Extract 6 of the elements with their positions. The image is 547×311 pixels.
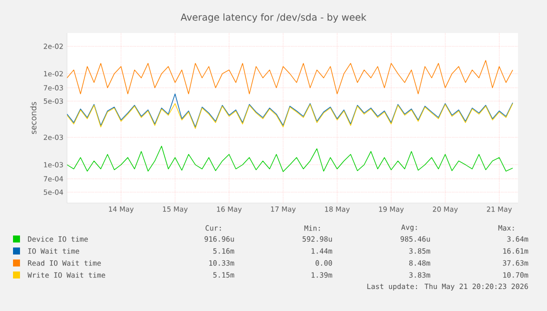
line-series: [67, 146, 514, 172]
line-series: [67, 103, 514, 129]
y-axis-title: seconds: [30, 102, 36, 134]
line-series: [67, 60, 514, 94]
chart-title: Average latency for /dev/sda - by week: [180, 13, 366, 23]
line-series: [67, 94, 514, 128]
